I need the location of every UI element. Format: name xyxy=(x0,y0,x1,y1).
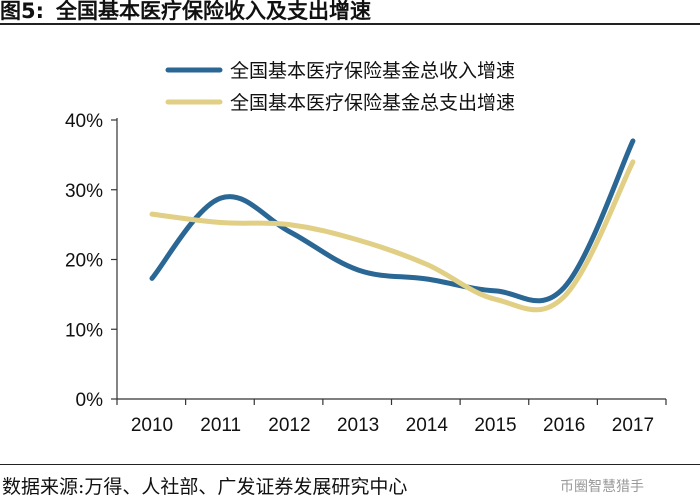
x-tick-label: 2011 xyxy=(200,415,241,436)
source-note: 数据来源:万得、人社部、广发证券发展研究中心 xyxy=(2,476,408,498)
chart-series xyxy=(149,138,636,313)
x-tick-label: 2014 xyxy=(406,415,449,436)
series-line-expenditure xyxy=(149,159,636,313)
y-tick-label: 40% xyxy=(65,111,103,132)
y-tick-label: 30% xyxy=(65,181,103,202)
watermark: 币圈智慧猎手 xyxy=(560,476,644,498)
y-tick-label: 20% xyxy=(65,251,103,272)
x-tick-label: 2016 xyxy=(543,415,585,436)
title-divider xyxy=(0,23,700,25)
y-tick-label: 10% xyxy=(65,320,103,341)
x-tick-label: 2010 xyxy=(131,415,173,436)
x-tick-label: 2012 xyxy=(268,415,310,436)
legend-label: 全国基本医疗保险基金总收入增速 xyxy=(230,60,515,82)
x-tick-label: 2017 xyxy=(612,415,654,436)
x-tick-label: 2013 xyxy=(337,415,379,436)
footer-divider xyxy=(0,464,700,465)
figure-title: 图5: 全国基本医疗保险收入及支出增速 xyxy=(0,0,700,26)
figure-title-text: 全国基本医疗保险收入及支出增速 xyxy=(56,0,372,23)
figure-label: 图5: xyxy=(0,0,45,23)
chart-axes: 0% 10% 20% 30% 40% 2010 2011 2012 2013 2014 2015 20… xyxy=(65,111,667,436)
x-tick-label: 2015 xyxy=(474,415,516,436)
legend-label: 全国基本医疗保险基金总支出增速 xyxy=(230,92,515,114)
y-tick-label: 0% xyxy=(76,390,104,411)
